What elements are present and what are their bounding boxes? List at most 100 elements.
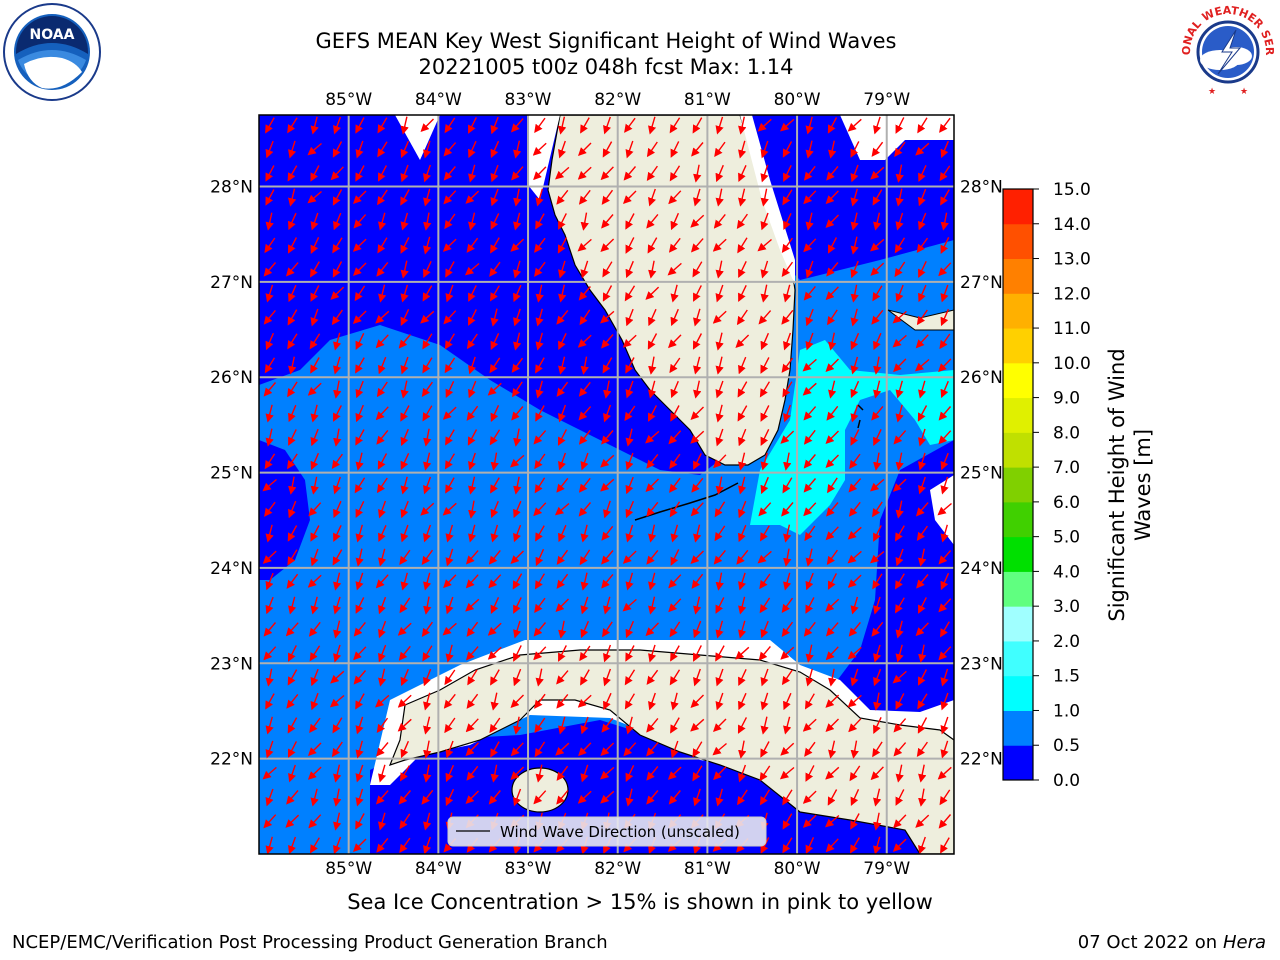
wind-arrow xyxy=(648,308,657,327)
wind-arrow xyxy=(378,284,387,303)
wind-arrow xyxy=(670,717,680,734)
wind-arrow xyxy=(400,189,410,206)
wind-arrow xyxy=(648,524,657,543)
wind-arrow xyxy=(760,668,769,687)
lon-tick-label: 83°W xyxy=(505,90,552,110)
wind-arrow xyxy=(444,333,455,350)
wind-arrow xyxy=(805,644,814,663)
wind-arrow xyxy=(377,237,388,254)
colorbar-label-line2: Waves [m] xyxy=(1131,429,1155,541)
wind-arrow xyxy=(265,572,274,591)
wind-arrow xyxy=(870,166,885,180)
wind-arrow xyxy=(690,406,704,420)
wind-arrow xyxy=(578,381,591,397)
wind-arrow xyxy=(915,142,930,156)
wind-arrow xyxy=(601,214,614,229)
wind-arrow xyxy=(287,525,298,542)
wind-arrow xyxy=(490,669,500,686)
wind-arrow xyxy=(783,452,792,471)
wind-arrow xyxy=(265,716,274,735)
wind-arrow xyxy=(690,238,704,253)
lat-tick-label: 27°N xyxy=(960,273,1003,293)
wind-arrow xyxy=(690,502,704,517)
wind-arrow xyxy=(826,262,839,277)
wind-arrow xyxy=(423,692,432,711)
wind-arrow xyxy=(848,478,862,493)
wind-arrow xyxy=(558,333,567,350)
wind-arrow xyxy=(353,621,366,637)
wind-arrow xyxy=(512,573,523,590)
wind-arrow xyxy=(603,116,611,135)
wind-arrow xyxy=(826,405,839,421)
wind-arrow xyxy=(670,141,680,158)
wind-arrow xyxy=(918,764,927,783)
wind-arrow xyxy=(510,742,524,757)
wind-arrow xyxy=(466,765,479,781)
wind-arrow xyxy=(468,140,477,159)
colorbar-segment xyxy=(1003,328,1033,364)
wind-arrow xyxy=(400,453,410,470)
wind-arrow xyxy=(333,812,342,831)
wind-arrow xyxy=(375,406,389,421)
wind-arrow xyxy=(850,813,860,830)
wind-arrow xyxy=(378,500,387,519)
wind-arrow xyxy=(555,742,570,756)
wind-arrow xyxy=(670,284,679,303)
wind-arrow xyxy=(510,694,524,708)
wind-arrow xyxy=(330,670,345,684)
wind-arrow xyxy=(400,164,409,183)
wind-arrow xyxy=(490,692,499,711)
wind-arrow xyxy=(444,117,456,134)
wind-arrow xyxy=(759,789,770,806)
colorbar-tick-label: 1.0 xyxy=(1053,701,1080,721)
wind-arrow xyxy=(758,645,771,661)
lon-labels-top: 85°W 84°W 83°W 82°W 81°W 80°W 79°W xyxy=(325,90,910,110)
wind-arrow xyxy=(738,764,747,783)
wind-arrow xyxy=(782,477,793,494)
wind-arrow xyxy=(375,694,390,708)
wind-arrow xyxy=(535,188,544,207)
wind-arrow xyxy=(264,357,276,374)
map-area: Wind Wave Direction (unscaled) xyxy=(259,115,954,854)
wind-arrow xyxy=(423,236,432,255)
wind-arrow xyxy=(625,140,634,159)
wind-arrow xyxy=(849,453,861,470)
wind-arrow xyxy=(556,765,569,781)
wind-arrow xyxy=(916,309,928,326)
wind-arrow xyxy=(668,574,682,589)
wind-arrow xyxy=(375,310,390,324)
wind-arrow xyxy=(646,765,659,781)
wind-arrow xyxy=(333,572,342,591)
grid-lines xyxy=(259,115,954,854)
svg-text:★: ★ xyxy=(1240,87,1248,97)
wind-arrow xyxy=(487,622,502,636)
wind-arrow xyxy=(940,692,949,711)
wind-arrow xyxy=(894,141,906,158)
wind-arrow xyxy=(692,741,703,758)
wind-arrow xyxy=(578,429,591,445)
wind-arrow xyxy=(760,140,769,159)
wind-arrow xyxy=(355,764,364,783)
wind-arrow xyxy=(580,260,589,279)
wind-arrow xyxy=(850,164,859,183)
wind-arrow xyxy=(265,740,274,759)
wind-arrow xyxy=(625,452,634,471)
wind-arrow xyxy=(400,309,410,326)
wind-arrow xyxy=(760,357,770,374)
wind-arrow xyxy=(850,429,860,446)
wind-arrow xyxy=(805,116,814,135)
wind-arrow xyxy=(333,596,342,615)
wind-arrow xyxy=(490,500,499,519)
wind-arrow xyxy=(825,286,839,301)
wind-arrow xyxy=(715,476,724,495)
bahamas-small xyxy=(857,404,864,429)
wind-arrow xyxy=(760,620,769,639)
wind-arrow xyxy=(490,477,500,494)
wind-arrow xyxy=(690,694,704,708)
wind-arrow xyxy=(940,740,949,759)
wind-arrow xyxy=(558,716,567,735)
wind-arrow xyxy=(262,766,277,780)
wind-arrow xyxy=(825,838,839,853)
wind-arrow xyxy=(600,166,614,181)
wind-arrow xyxy=(847,118,862,132)
